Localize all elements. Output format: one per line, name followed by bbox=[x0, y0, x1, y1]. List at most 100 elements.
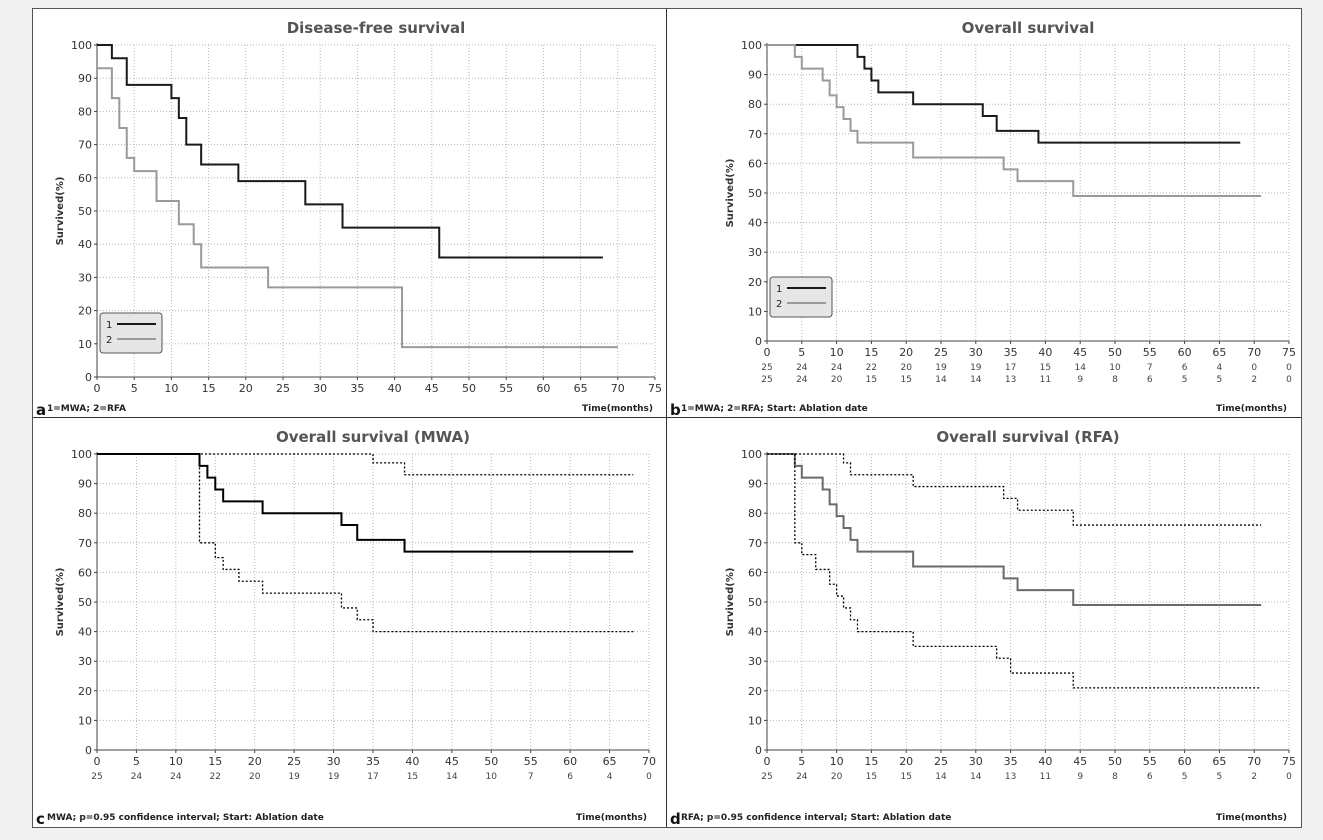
legend-label: 2 bbox=[776, 299, 782, 310]
at-risk-count: 6 bbox=[1147, 772, 1153, 782]
y-tick-label: 80 bbox=[78, 507, 92, 520]
x-tick-label: 50 bbox=[1108, 755, 1122, 768]
x-tick-label: 70 bbox=[1247, 346, 1261, 359]
footnote: 1=MWA; 2=RFA bbox=[47, 404, 126, 414]
panel-letter: b bbox=[670, 401, 681, 418]
x-tick-label: 20 bbox=[899, 346, 913, 359]
y-tick-label: 50 bbox=[78, 596, 92, 609]
x-tick-label: 55 bbox=[1143, 346, 1157, 359]
chart-title: Overall survival bbox=[962, 19, 1095, 37]
x-tick-label: 5 bbox=[798, 755, 805, 768]
at-risk-count: 25 bbox=[761, 375, 772, 385]
x-tick-label: 70 bbox=[1247, 755, 1261, 768]
x-tick-label: 15 bbox=[202, 382, 216, 395]
at-risk-count: 14 bbox=[935, 375, 947, 385]
at-risk-count: 14 bbox=[970, 375, 982, 385]
y-axis-label: Survived(%) bbox=[725, 568, 736, 637]
at-risk-count: 7 bbox=[528, 772, 534, 782]
at-risk-count: 15 bbox=[900, 772, 911, 782]
y-tick-label: 10 bbox=[748, 714, 762, 727]
at-risk-count: 14 bbox=[1074, 363, 1086, 373]
y-tick-label: 30 bbox=[78, 655, 92, 668]
y-tick-label: 70 bbox=[748, 128, 762, 141]
confidence-bound-line bbox=[767, 453, 1262, 526]
legend-label: 2 bbox=[106, 335, 112, 346]
survival-curve-estimate bbox=[97, 453, 634, 553]
at-risk-count: 8 bbox=[1112, 772, 1118, 782]
y-tick-label: 10 bbox=[78, 714, 92, 727]
x-tick-label: 75 bbox=[1282, 346, 1296, 359]
at-risk-count: 0 bbox=[1251, 363, 1257, 373]
x-tick-label: 35 bbox=[350, 382, 364, 395]
at-risk-count: 20 bbox=[831, 772, 843, 782]
y-tick-label: 0 bbox=[85, 371, 92, 384]
at-risk-count: 0 bbox=[646, 772, 652, 782]
at-risk-count: 4 bbox=[1217, 363, 1223, 373]
y-tick-label: 20 bbox=[78, 305, 92, 318]
confidence-bound-line bbox=[97, 453, 634, 633]
at-risk-count: 15 bbox=[407, 772, 418, 782]
y-tick-label: 100 bbox=[71, 39, 92, 52]
at-risk-count: 22 bbox=[210, 772, 221, 782]
y-tick-label: 0 bbox=[755, 744, 762, 757]
x-tick-label: 45 bbox=[1073, 346, 1087, 359]
legend-label: 1 bbox=[106, 320, 112, 331]
y-tick-label: 30 bbox=[748, 655, 762, 668]
y-tick-label: 100 bbox=[741, 448, 762, 461]
at-risk-count: 0 bbox=[1286, 375, 1292, 385]
y-tick-label: 80 bbox=[748, 507, 762, 520]
survival-curve-1 bbox=[97, 44, 603, 259]
at-risk-count: 10 bbox=[486, 772, 498, 782]
panel-a: Disease-free survival 0 10 20 30 40 50 60 70 80 90… bbox=[33, 9, 667, 418]
chart-disease-free-survival: Disease-free survival0102030405060708090… bbox=[36, 19, 662, 418]
confidence-bound-line bbox=[97, 453, 634, 476]
x-tick-label: 0 bbox=[764, 755, 771, 768]
y-tick-label: 90 bbox=[78, 72, 92, 85]
x-tick-label: 0 bbox=[94, 382, 101, 395]
at-risk-count: 25 bbox=[91, 772, 102, 782]
x-tick-label: 60 bbox=[563, 755, 577, 768]
at-risk-count: 24 bbox=[796, 772, 808, 782]
y-tick-label: 20 bbox=[748, 685, 762, 698]
footnote: 1=MWA; 2=RFA; Start: Ablation date bbox=[681, 404, 868, 414]
x-tick-label: 0 bbox=[764, 346, 771, 359]
y-tick-label: 100 bbox=[71, 448, 92, 461]
x-tick-label: 5 bbox=[798, 346, 805, 359]
x-tick-label: 30 bbox=[313, 382, 327, 395]
y-tick-label: 90 bbox=[748, 69, 762, 82]
x-tick-label: 35 bbox=[366, 755, 380, 768]
footnote: MWA; p=0.95 confidence interval; Start: … bbox=[47, 813, 324, 823]
panel-d: Overall survival (RFA) 0 10 20 30 40 50 60 70 80 9… bbox=[667, 418, 1301, 827]
x-tick-label: 15 bbox=[208, 755, 222, 768]
chart-overall-survival-rfa: Overall survival (RFA)010203040506070809… bbox=[670, 428, 1296, 827]
chart-title: Overall survival (RFA) bbox=[936, 428, 1119, 446]
at-risk-count: 20 bbox=[900, 363, 912, 373]
x-tick-label: 15 bbox=[864, 346, 878, 359]
x-tick-label: 25 bbox=[934, 346, 948, 359]
at-risk-count: 0 bbox=[1286, 772, 1292, 782]
y-axis-label: Survived(%) bbox=[55, 568, 66, 637]
y-tick-label: 20 bbox=[78, 685, 92, 698]
x-tick-label: 45 bbox=[425, 382, 439, 395]
chart-overall-survival-mwa: Overall survival (MWA)010203040506070809… bbox=[36, 428, 656, 827]
at-risk-count: 17 bbox=[1005, 363, 1016, 373]
survival-curve-estimate bbox=[767, 453, 1262, 606]
y-tick-label: 60 bbox=[748, 566, 762, 579]
y-tick-label: 60 bbox=[748, 157, 762, 170]
x-tick-label: 50 bbox=[1108, 346, 1122, 359]
x-tick-label: 0 bbox=[94, 755, 101, 768]
x-tick-label: 45 bbox=[445, 755, 459, 768]
x-tick-label: 70 bbox=[642, 755, 656, 768]
x-tick-label: 45 bbox=[1073, 755, 1087, 768]
y-axis-label: Survived(%) bbox=[725, 159, 736, 228]
survival-curve-2 bbox=[767, 44, 1262, 197]
at-risk-count: 24 bbox=[131, 772, 143, 782]
chart-title: Overall survival (MWA) bbox=[276, 428, 470, 446]
x-tick-label: 35 bbox=[1004, 755, 1018, 768]
y-tick-label: 70 bbox=[748, 537, 762, 550]
at-risk-count: 15 bbox=[1040, 363, 1051, 373]
at-risk-count: 17 bbox=[367, 772, 378, 782]
y-tick-label: 30 bbox=[78, 271, 92, 284]
x-tick-label: 5 bbox=[133, 755, 140, 768]
at-risk-count: 9 bbox=[1077, 375, 1083, 385]
